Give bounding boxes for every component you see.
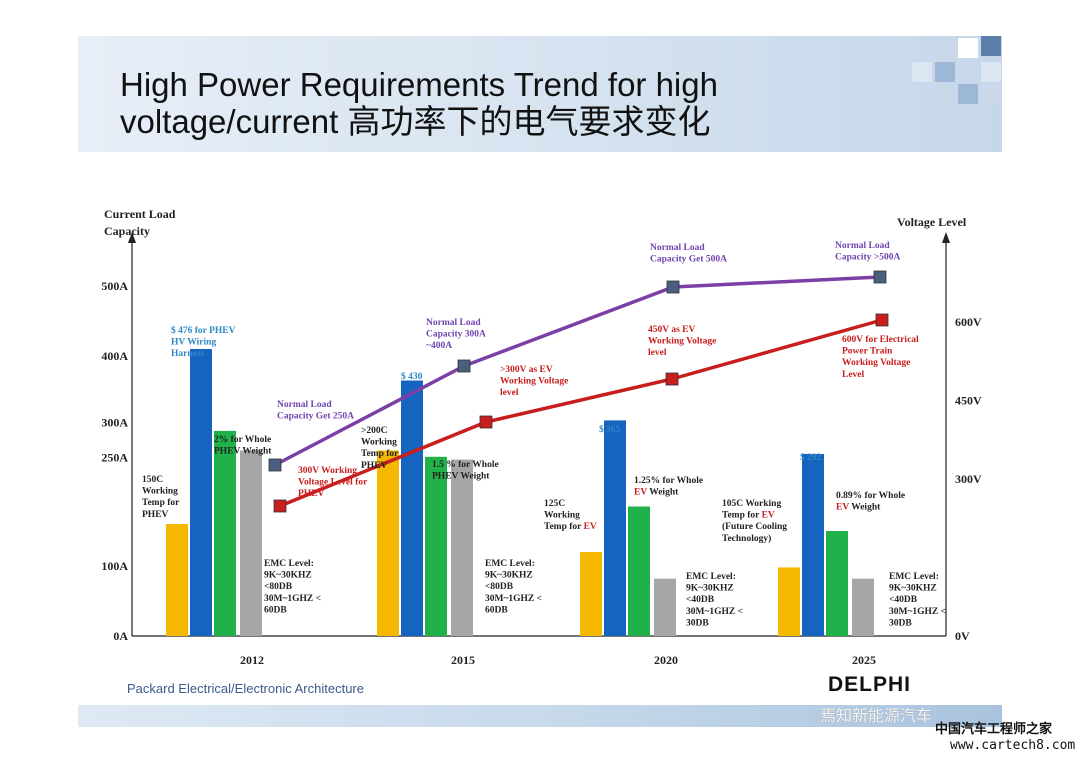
annotation-a2025_green: 0.89% for Whole EV Weight xyxy=(836,491,905,513)
right-tick-label: 0V xyxy=(955,629,970,643)
bar-2012-green xyxy=(214,431,236,636)
right-tick-label: 300V xyxy=(955,472,982,486)
corner-square xyxy=(981,62,1001,82)
annotation-r2020: 450V as EV Working Voltage level xyxy=(648,325,716,358)
annotation-a2025_blue: $ 292 xyxy=(800,452,822,463)
corner-square xyxy=(981,36,1001,56)
bar-2020-gray xyxy=(654,579,676,636)
annotation-a2012_blue: $ 476 for PHEV HV Wiring Harness xyxy=(171,325,236,359)
annotation-p2012: Normal Load Capacity Get 250A xyxy=(277,400,354,422)
left-tick-label: 400A xyxy=(101,349,128,363)
bar-2015-gray xyxy=(451,460,473,636)
annotation-a2012_yellow: 150C Working Temp for PHEV xyxy=(142,475,180,520)
x-tick-label: 2020 xyxy=(654,653,678,667)
annotation-a2015_green: 1.5 % for Whole PHEV Weight xyxy=(432,460,499,482)
left-tick-label: 300A xyxy=(101,416,128,430)
annotation-a2012_green: 2% for Whole PHEV Weight xyxy=(214,435,272,457)
left-tick-label: 500A xyxy=(101,279,128,293)
annotation-p2015: Normal Load Capacity 300A ~400A xyxy=(426,318,486,351)
watermark-site-name: 中国汽车工程师之家 xyxy=(935,718,1052,737)
bar-2015-yellow xyxy=(377,451,399,637)
corner-square xyxy=(981,84,1001,104)
trend-lines xyxy=(269,271,888,512)
left-tick-label: 100A xyxy=(101,559,128,573)
bar-2015-blue xyxy=(401,381,423,637)
x-tick-label: 2012 xyxy=(240,653,264,667)
bar-2020-blue xyxy=(604,420,626,636)
right-axis-arrow xyxy=(942,232,950,243)
footer-text: Packard Electrical/Electronic Architectu… xyxy=(127,681,364,696)
bar-2012-gray xyxy=(240,451,262,637)
x-tick-label: 2025 xyxy=(852,653,876,667)
annotation-a2020_emc: EMC Level: 9K~30KHZ <40DB 30M~1GHZ <30DB xyxy=(686,572,743,628)
purple-marker xyxy=(667,281,679,293)
corner-square xyxy=(912,62,932,82)
bar-2020-green xyxy=(628,507,650,637)
x-tick-label: 2015 xyxy=(451,653,475,667)
corner-squares-decoration xyxy=(912,36,1001,104)
corner-square xyxy=(935,38,955,58)
red-line xyxy=(280,320,882,506)
corner-square xyxy=(935,62,955,82)
annotation-a2025_emc: EMC Level: 9K~30KHZ <40DB 30M~1GHZ <30DB xyxy=(889,572,946,628)
annotation-a2015_emc: EMC Level: 9K~30KHZ <80DB 30M~1GHZ <60DB xyxy=(485,559,542,615)
bar-2025-gray xyxy=(852,579,874,636)
red-marker xyxy=(876,314,888,326)
right-axis-title: Voltage Level xyxy=(897,215,967,229)
annotation-a2015_blue: $ 430 xyxy=(401,371,423,382)
annotation-a2020_blue: $ 365 xyxy=(599,424,621,435)
trend-chart: Current Load Capacity Voltage Level 0A 100A 2… xyxy=(0,0,1080,763)
bar-2025-blue xyxy=(802,454,824,636)
annotation-a2020_green: 1.25% for Whole EV Weight xyxy=(634,476,703,498)
annotation-r2025: 600V for Electrical Power Train Working Vo… xyxy=(842,335,919,380)
bar-2025-yellow xyxy=(778,567,800,636)
bar-2015-green xyxy=(425,457,447,636)
watermark-text: 焉知新能源汽车 xyxy=(820,702,932,726)
bar-2020-yellow xyxy=(580,552,602,636)
red-marker xyxy=(480,416,492,428)
red-marker xyxy=(666,373,678,385)
bar-2012-blue xyxy=(190,349,212,636)
purple-marker xyxy=(269,459,281,471)
left-tick-label: 0A xyxy=(113,629,128,643)
annotation-r2012: 300V Working Voltage Level for PHEV xyxy=(298,466,368,499)
purple-marker xyxy=(458,360,470,372)
right-tick-label: 450V xyxy=(955,394,982,408)
red-marker xyxy=(274,500,286,512)
corner-square xyxy=(958,38,978,58)
purple-marker xyxy=(874,271,886,283)
delphi-logo: DELPHI xyxy=(828,673,911,697)
right-tick-label: 600V xyxy=(955,315,982,329)
annotation-r2015: >300V as EV Working Voltage level xyxy=(500,365,568,398)
annotation-p2020: Normal Load Capacity Get 500A xyxy=(650,243,727,265)
left-tick-label: 250A xyxy=(101,451,128,465)
watermark-url: www.cartech8.com xyxy=(950,738,1075,753)
annotation-a2012_emc: EMC Level: 9K~30KHZ <80DB 30M~1GHZ <60DB xyxy=(264,559,321,615)
bar-2025-green xyxy=(826,531,848,636)
corner-square xyxy=(958,84,978,104)
bar-2012-yellow xyxy=(166,524,188,636)
annotation-a2020_yellow: 125C Working Temp for EV xyxy=(544,499,597,532)
left-axis-title: Current Load Capacity xyxy=(104,207,176,238)
corner-square xyxy=(958,62,978,82)
annotation-a2025_yellow: 105C Working Temp for EV (Future Cooling Te… xyxy=(722,499,787,544)
annotation-p2025: Normal Load Capacity >500A xyxy=(835,241,900,263)
